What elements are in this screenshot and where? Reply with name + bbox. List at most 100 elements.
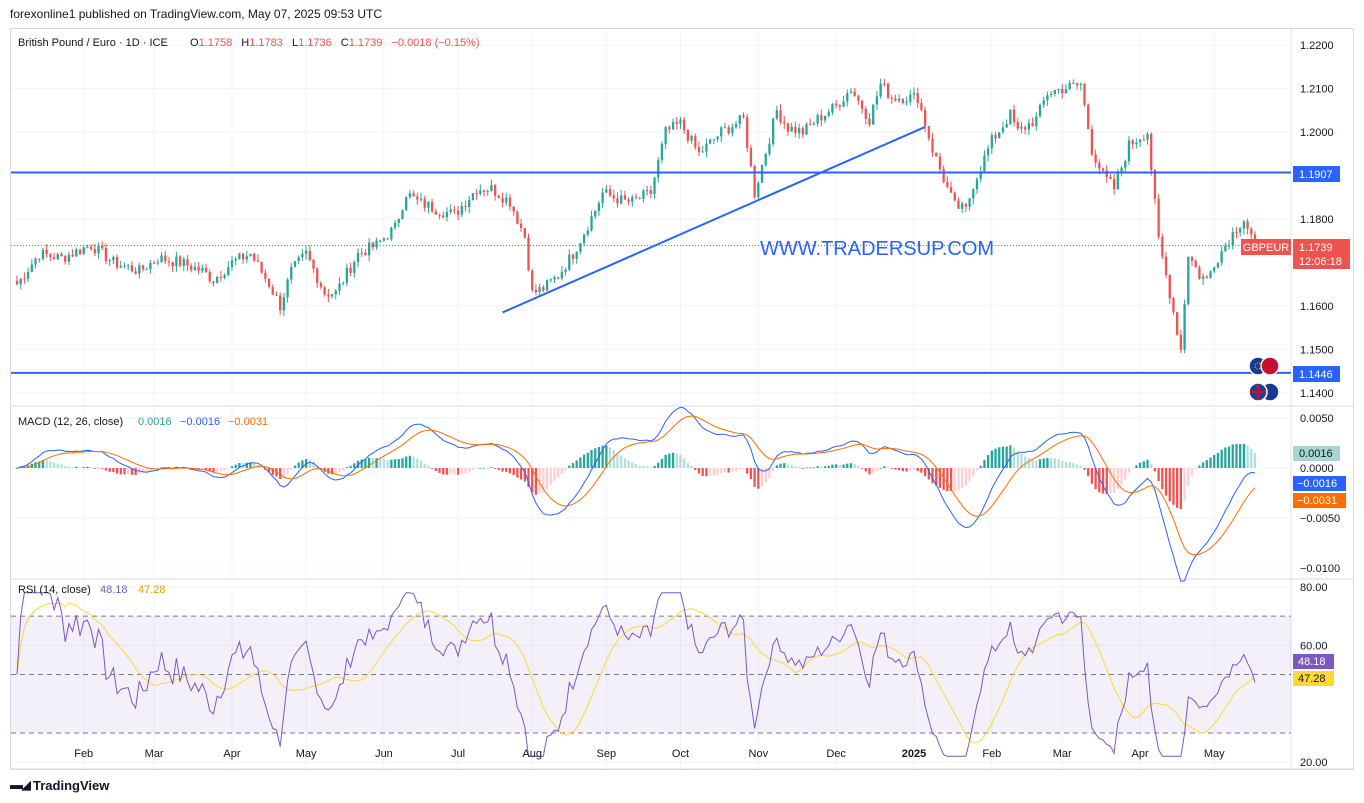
- macd-histogram-bar: [1094, 468, 1097, 490]
- time-label: Feb: [74, 748, 93, 760]
- candle-body: [1157, 198, 1160, 237]
- macd-histogram-bar: [764, 468, 767, 483]
- candle-body: [879, 83, 882, 97]
- macd-histogram-bar: [949, 468, 953, 492]
- candle-body: [986, 148, 990, 156]
- macd-histogram-bar: [553, 468, 556, 481]
- candle-body: [705, 143, 708, 152]
- candle-body: [386, 238, 389, 240]
- candle-body: [356, 252, 360, 263]
- macd-histogram-bar: [427, 465, 430, 468]
- time-label: Aug: [522, 748, 542, 760]
- last-price-tag: 1.1739 12:06:18: [1293, 239, 1350, 269]
- macd-histogram-bar: [757, 468, 760, 489]
- candle-body: [738, 115, 741, 124]
- macd-histogram-bar: [97, 468, 100, 469]
- macd-histogram-bar: [101, 468, 104, 469]
- macd-histogram-bar: [623, 458, 627, 468]
- candle-body: [367, 242, 371, 256]
- macd-histogram-bar: [494, 468, 497, 469]
- macd-histogram-bar: [812, 467, 816, 469]
- macd-histogram-bar: [545, 468, 549, 489]
- macd-histogram-bar: [616, 453, 619, 468]
- candle-body: [1250, 228, 1253, 235]
- candle-body: [230, 260, 234, 268]
- eu-gb-flag-icon[interactable]: [1248, 356, 1280, 376]
- candle-body: [957, 200, 960, 209]
- tradingview-logo[interactable]: ▬◢ TradingView: [10, 777, 109, 793]
- macd-histogram-bar: [531, 468, 534, 493]
- candle-body: [531, 270, 534, 290]
- candle-body: [271, 287, 274, 295]
- candle-body: [327, 294, 330, 297]
- candle-body: [1105, 170, 1108, 177]
- candle-body: [456, 210, 460, 215]
- macd-histogram-bar: [71, 467, 74, 468]
- macd-histogram-bar: [794, 466, 797, 468]
- macd-histogram-bar: [690, 465, 693, 468]
- candle-body: [1194, 260, 1197, 268]
- candle-body: [1075, 83, 1079, 85]
- macd-histogram-bar: [230, 466, 234, 468]
- time-label: Jul: [451, 748, 465, 760]
- candle-body: [408, 193, 412, 198]
- candle-body: [901, 98, 905, 104]
- svg-text:−0.0016: −0.0016: [1297, 478, 1337, 490]
- candle-body: [835, 103, 838, 106]
- macd-histogram-bar: [846, 463, 849, 468]
- candle-body: [627, 199, 630, 202]
- candle-body: [820, 115, 823, 121]
- candle-body: [360, 252, 363, 254]
- macd-histogram-bar: [360, 459, 363, 468]
- macd-histogram-bar: [1079, 465, 1082, 468]
- candle-body: [679, 119, 682, 124]
- candle-body: [505, 197, 508, 203]
- macd-histogram-bar: [835, 464, 838, 468]
- candle-body: [152, 262, 156, 264]
- macd-histogram-bar: [41, 460, 45, 468]
- macd-histogram-bar: [979, 465, 982, 468]
- macd-histogram-bar: [968, 468, 971, 482]
- macd-histogram-bar: [568, 465, 571, 468]
- candle-body: [920, 103, 923, 110]
- macd-histogram-bar: [753, 468, 756, 487]
- macd-histogram-bar: [234, 464, 237, 468]
- candle-body: [686, 130, 690, 141]
- candle-body: [790, 126, 793, 132]
- candle-body: [586, 230, 589, 235]
- candle-body: [19, 278, 22, 285]
- candle-body: [393, 222, 397, 228]
- gb-eu-flag-icon[interactable]: [1248, 382, 1280, 402]
- macd-layer: [15, 406, 1257, 582]
- candle-body: [712, 139, 715, 141]
- candle-body: [1161, 236, 1164, 257]
- candle-body: [846, 93, 849, 102]
- candle-body: [805, 123, 808, 135]
- levels-layer: [11, 125, 1291, 374]
- macd-signal-value: −0.0031: [228, 416, 268, 428]
- macd-histogram-bar: [397, 458, 400, 468]
- macd-histogram-bar: [382, 459, 386, 468]
- candle-body: [297, 257, 300, 262]
- macd-histogram-bar: [1120, 468, 1123, 485]
- macd-histogram-bar: [208, 468, 211, 472]
- macd-histogram-bar: [149, 468, 152, 471]
- candle-body: [594, 211, 597, 217]
- candle-body: [15, 280, 19, 285]
- candle-body: [93, 249, 96, 254]
- macd-histogram-bar: [668, 453, 671, 468]
- candle-body: [653, 177, 656, 194]
- macd-histogram-bar: [1205, 460, 1208, 468]
- macd-histogram-bar: [1109, 468, 1112, 494]
- macd-histogram-bar: [141, 468, 145, 474]
- candle-body: [1131, 140, 1134, 145]
- macd-histogram-bar: [842, 464, 845, 468]
- macd-histogram-bar: [86, 466, 89, 468]
- candle-body: [345, 267, 349, 283]
- candle-body: [742, 115, 745, 118]
- macd-histogram-bar: [931, 468, 934, 484]
- macd-histogram-bar: [853, 464, 856, 468]
- macd-histogram-bar: [816, 466, 819, 468]
- macd-histogram-bar: [119, 468, 122, 475]
